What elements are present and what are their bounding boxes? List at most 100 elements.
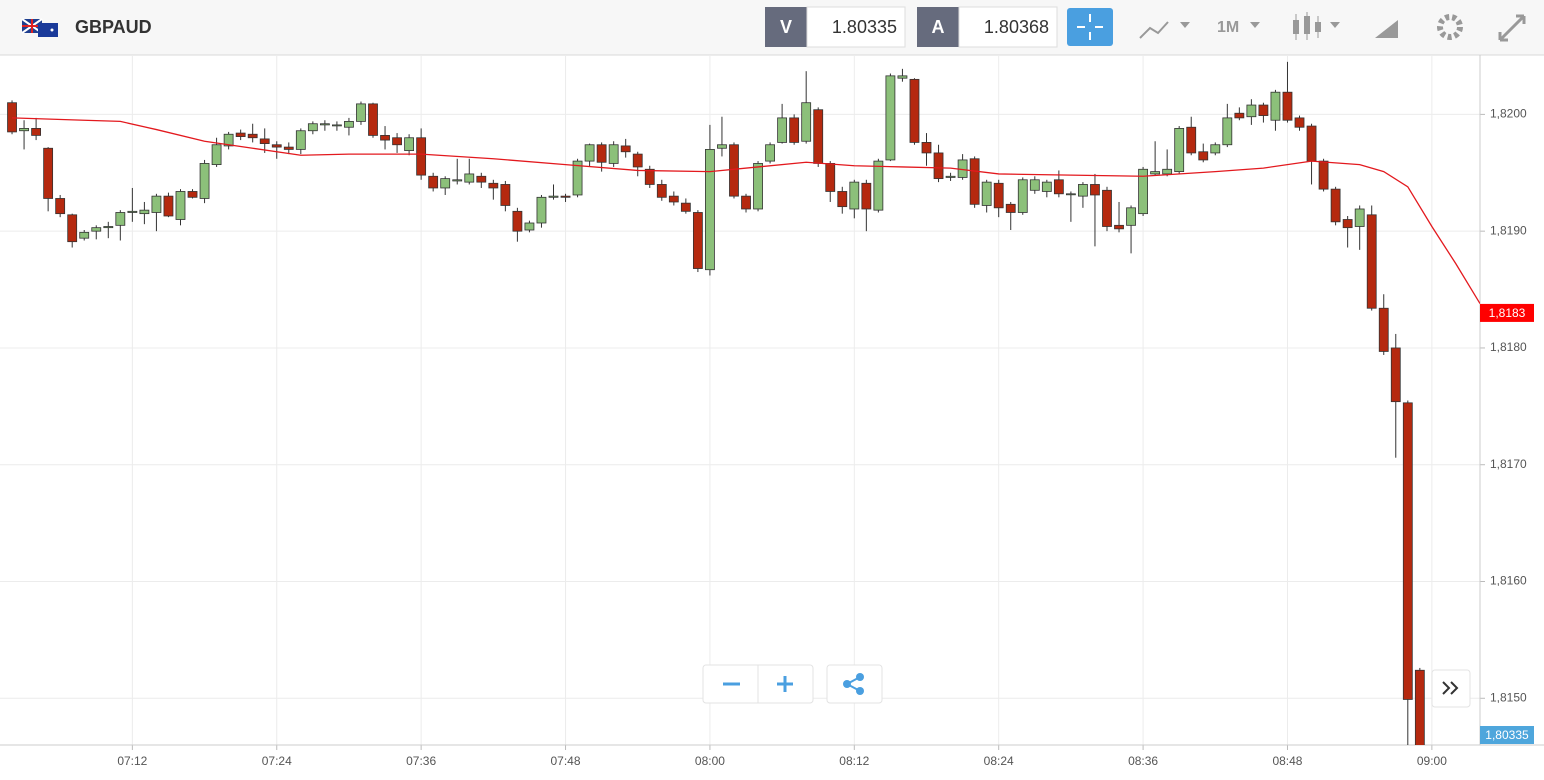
candle-style-button[interactable] <box>1293 12 1340 40</box>
x-tick-label: 08:24 <box>984 754 1014 768</box>
candle-body <box>404 137 415 151</box>
candle-body <box>837 191 848 208</box>
price-tag <box>1480 726 1534 744</box>
settings-button[interactable] <box>1437 14 1463 40</box>
zoom-controls <box>702 664 1471 708</box>
candle-body <box>1210 144 1221 154</box>
candle-body <box>1102 189 1112 227</box>
ask-label-box <box>917 7 959 47</box>
candle-body <box>91 227 102 232</box>
share-button[interactable] <box>843 673 864 695</box>
y-tick-label: 1,8160 <box>1490 574 1527 588</box>
candle-body <box>1378 307 1389 352</box>
candle-body <box>1053 179 1064 195</box>
candle-body <box>416 137 427 176</box>
candle-body <box>1090 184 1100 196</box>
candle-body <box>1306 125 1317 162</box>
draw-button[interactable] <box>1375 20 1398 38</box>
candle-body <box>861 182 872 210</box>
candle-body <box>1029 179 1040 191</box>
candle-body <box>79 231 90 239</box>
candle-body <box>1390 347 1401 403</box>
candle-body <box>584 144 595 162</box>
ask-price: 1.80368 <box>984 17 1049 37</box>
candle-body <box>428 175 439 189</box>
candle-body <box>295 130 306 150</box>
y-tick-label: 1,8200 <box>1490 107 1527 121</box>
bid-box <box>806 6 906 48</box>
candle-body <box>608 144 619 164</box>
bid-label-box <box>765 7 807 47</box>
chart-type-button[interactable] <box>1139 21 1190 39</box>
candle-body <box>67 214 78 243</box>
candle-body <box>1174 128 1185 173</box>
fullscreen-button[interactable] <box>1498 14 1526 42</box>
candle-body <box>115 212 126 226</box>
candle-body <box>319 123 330 126</box>
x-tick-label: 07:36 <box>406 754 436 768</box>
candle-body <box>223 133 234 147</box>
candle-body <box>31 128 41 136</box>
candle-body <box>1186 126 1197 154</box>
candle-body <box>1234 112 1245 119</box>
candle-body <box>356 103 366 122</box>
candle-body <box>175 191 186 220</box>
bid-price: 1.80335 <box>832 17 897 37</box>
candle-body <box>1366 214 1377 309</box>
candle-body <box>103 226 114 229</box>
candle-body <box>211 144 222 166</box>
candle-body <box>1294 117 1305 128</box>
candle-body <box>632 153 643 168</box>
candle-body <box>1138 168 1148 215</box>
candle-body <box>1414 669 1425 745</box>
candle-body <box>1150 171 1161 175</box>
candle-body <box>1318 160 1329 190</box>
timeframe-caret <box>1250 22 1260 28</box>
candle-body <box>825 163 836 192</box>
candle-body <box>151 195 162 213</box>
x-tick-label: 07:24 <box>262 754 292 768</box>
candle-body <box>1246 104 1257 118</box>
price-tag <box>1480 303 1534 322</box>
candle-body <box>488 182 499 189</box>
crosshair-button[interactable] <box>1067 8 1113 46</box>
candle-body <box>753 163 763 210</box>
x-tick-label: 08:48 <box>1272 754 1302 768</box>
candle-body <box>668 195 679 203</box>
candle-body <box>692 212 703 269</box>
candle-body <box>1078 184 1088 197</box>
candle-body <box>560 195 571 198</box>
candle-body <box>1354 208 1365 227</box>
candle-body <box>1065 193 1076 196</box>
candle-body <box>729 144 739 197</box>
candle-body <box>368 103 378 136</box>
candle-body <box>909 78 920 143</box>
flag <box>21 18 58 37</box>
scroll-right-button[interactable] <box>1442 681 1459 695</box>
candle-body <box>1198 151 1209 161</box>
zoom-in-button[interactable] <box>777 676 793 692</box>
candle-body <box>19 128 29 132</box>
candle-body <box>235 132 246 137</box>
candle-body <box>945 175 956 178</box>
timeframe[interactable]: 1M <box>1217 19 1239 36</box>
candle-body <box>620 145 631 153</box>
candle-body <box>271 144 282 148</box>
candle-body <box>1270 91 1281 121</box>
candle-body <box>332 124 342 127</box>
bid-label: V <box>780 17 792 37</box>
candle-body <box>717 144 727 149</box>
y-tick-label: 1,8180 <box>1490 340 1527 354</box>
candle-body <box>1330 188 1341 223</box>
x-tick-label: 08:36 <box>1128 754 1158 768</box>
candle-body <box>765 144 775 162</box>
candle-body <box>7 102 17 133</box>
candle-body <box>512 210 523 232</box>
candle-body <box>813 109 824 164</box>
candle-body <box>187 191 198 198</box>
candle-body <box>1017 179 1028 213</box>
x-tick-label: 09:00 <box>1417 754 1447 768</box>
candle-body <box>1005 203 1016 213</box>
